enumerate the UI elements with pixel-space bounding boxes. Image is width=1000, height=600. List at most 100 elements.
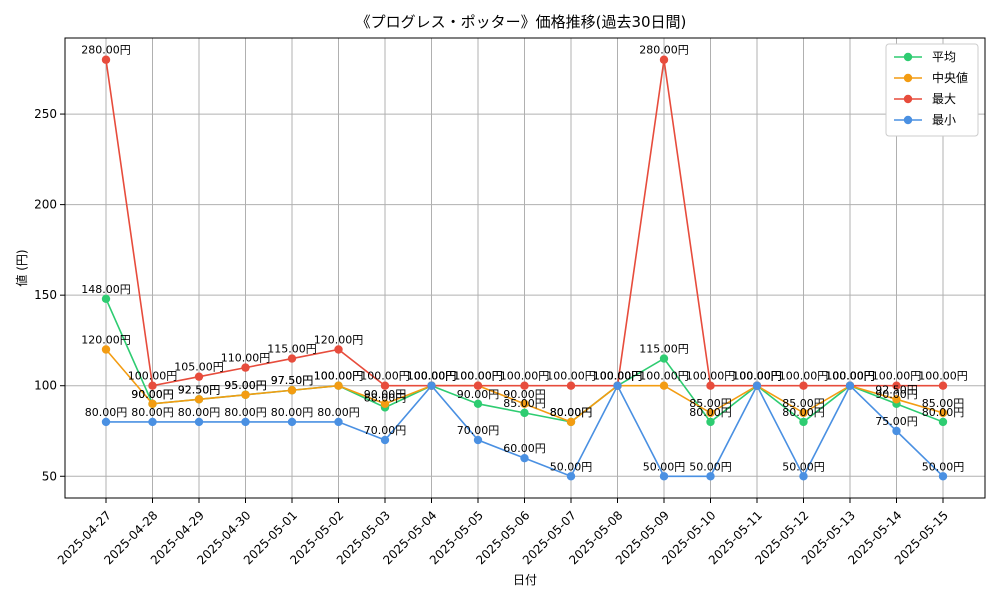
data-label: 80.00円 <box>550 406 593 419</box>
legend-swatch-marker <box>903 73 913 83</box>
data-label: 115.00円 <box>639 343 689 356</box>
data-point <box>194 372 204 381</box>
data-label: 100.00円 <box>407 370 457 383</box>
chart-title: 《プログレス・ポッター》価格推移(過去30日間) <box>356 13 687 31</box>
data-label: 115.00円 <box>267 343 317 356</box>
data-label: 80.00円 <box>689 406 732 419</box>
data-point <box>752 381 762 390</box>
data-label: 100.00円 <box>593 370 643 383</box>
data-label: 120.00円 <box>314 333 364 346</box>
data-point <box>520 399 529 409</box>
data-label: 100.00円 <box>407 370 457 383</box>
data-label: 90.00円 <box>131 388 174 401</box>
data-point <box>566 472 576 481</box>
data-label: 80.00円 <box>178 406 221 419</box>
data-label: 100.00円 <box>500 370 550 383</box>
plot-frame <box>64 37 986 499</box>
data-label: 80.00円 <box>131 406 174 419</box>
data-point <box>520 408 529 418</box>
data-point <box>148 381 157 390</box>
data-label: 100.00円 <box>546 370 596 383</box>
data-label: 60.00円 <box>503 442 546 455</box>
data-label: 280.00円 <box>81 44 131 57</box>
y-tick-label: 200 <box>34 198 57 212</box>
data-label: 90.00円 <box>364 388 407 401</box>
data-point <box>241 417 250 427</box>
legend-label: 最大 <box>932 92 956 106</box>
data-label: 120.00円 <box>81 333 131 346</box>
data-label: 95.00円 <box>224 379 267 392</box>
data-label: 100.00円 <box>360 370 410 383</box>
data-label: 100.00円 <box>128 370 178 383</box>
data-label: 100.00円 <box>407 370 457 383</box>
data-point <box>101 55 111 64</box>
data-label: 100.00円 <box>593 370 643 383</box>
data-label: 95.00円 <box>224 379 267 392</box>
data-label: 100.00円 <box>314 370 364 383</box>
data-point <box>799 408 808 418</box>
data-label: 80.00円 <box>317 406 360 419</box>
data-label: 85.00円 <box>782 397 825 410</box>
data-label: 50.00円 <box>922 460 965 473</box>
data-point <box>706 417 715 427</box>
data-point <box>938 381 948 390</box>
data-label: 100.00円 <box>732 370 782 383</box>
data-label: 100.00円 <box>825 370 875 383</box>
legend-item: 最小 <box>894 113 956 127</box>
data-point <box>473 399 483 409</box>
data-point <box>380 435 390 445</box>
data-label: 80.00円 <box>922 406 965 419</box>
data-point <box>473 381 483 390</box>
legend-item: 平均 <box>894 50 956 64</box>
data-label: 80.00円 <box>550 406 593 419</box>
data-point <box>101 417 111 427</box>
data-point <box>101 294 111 303</box>
data-label: 70.00円 <box>457 424 500 437</box>
data-label: 80.00円 <box>85 406 128 419</box>
data-label: 110.00円 <box>221 352 271 365</box>
data-point <box>659 381 669 390</box>
data-point <box>241 363 250 372</box>
data-point <box>659 55 669 64</box>
legend-swatch-marker <box>903 115 913 125</box>
data-point <box>334 417 343 427</box>
data-point <box>473 435 483 445</box>
legend-item: 中央値 <box>894 70 968 85</box>
data-label: 50.00円 <box>550 460 593 473</box>
legend-swatch-marker <box>903 94 913 104</box>
data-label: 100.00円 <box>779 370 829 383</box>
data-label: 80.00円 <box>224 406 267 419</box>
data-point <box>799 417 808 427</box>
data-point <box>334 345 343 354</box>
y-axis-label: 値 (円) <box>14 249 29 286</box>
data-point <box>892 381 901 390</box>
x-axis-label: 日付 <box>513 573 537 587</box>
data-point <box>194 417 204 427</box>
data-point <box>241 390 250 399</box>
series-3 <box>101 55 948 390</box>
data-point <box>799 381 808 390</box>
data-label: 100.00円 <box>453 370 503 383</box>
data-label: 97.50円 <box>271 374 314 387</box>
data-label: 92.50円 <box>178 383 221 396</box>
data-label: 100.00円 <box>686 370 736 383</box>
data-label: 50.00円 <box>782 460 825 473</box>
series-4 <box>101 381 948 481</box>
data-label: 148.00円 <box>81 283 131 296</box>
legend-label: 最小 <box>932 113 956 127</box>
data-label: 80.00円 <box>782 406 825 419</box>
data-point <box>892 395 901 404</box>
data-label: 85.00円 <box>689 397 732 410</box>
data-label: 90.00円 <box>875 388 918 401</box>
data-point <box>706 408 715 418</box>
data-point <box>427 381 436 390</box>
data-point <box>194 395 204 404</box>
data-label: 280.00円 <box>639 44 689 57</box>
data-point <box>938 472 948 481</box>
data-point <box>613 381 622 390</box>
data-point <box>706 381 715 390</box>
data-point <box>334 381 343 390</box>
